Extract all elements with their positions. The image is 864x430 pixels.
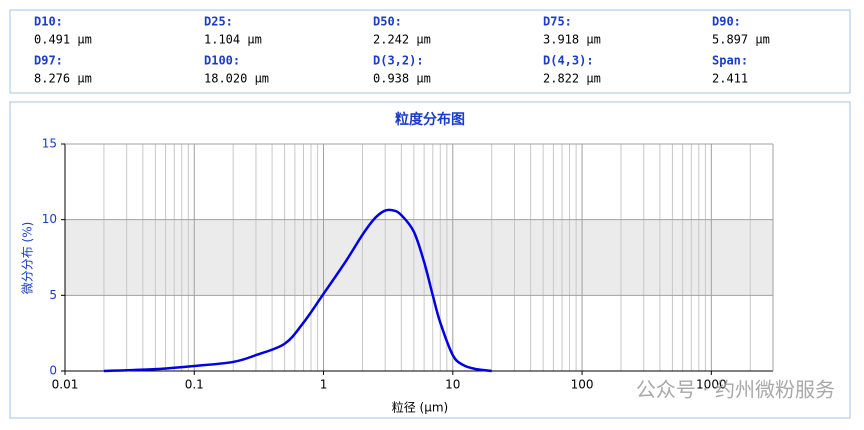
x-tick-label: 0.1 [185,378,204,392]
stat-label: D10: [34,15,63,29]
x-tick-label: 0.01 [52,378,79,392]
shaded-band [65,219,773,296]
stat-value: 18.020 μm [204,72,269,86]
stat-value: 0.491 μm [34,33,92,47]
stat-value: 2.242 μm [373,33,431,47]
stat-label: D(4,3): [543,54,594,68]
x-tick-label: 1000 [696,378,727,392]
stat-value: 8.276 μm [34,72,92,86]
stat-value: 1.104 μm [204,33,262,47]
y-axis-label: 微分分布 (%) [21,222,35,295]
x-tick-label: 1 [320,378,328,392]
stat-value: 2.822 μm [543,72,601,86]
y-tick-label: 5 [49,288,57,302]
stat-label: D90: [712,15,741,29]
stat-label: D50: [373,15,402,29]
stat-label: D(3,2): [373,54,424,68]
x-axis-label: 粒径 (μm) [392,400,449,415]
y-tick-label: 15 [42,137,57,151]
stat-label: Span: [712,54,748,68]
stat-value: 5.897 μm [712,33,770,47]
chart-title: 粒度分布图 [395,111,465,128]
y-tick-label: 10 [42,212,57,226]
stat-label: D97: [34,54,63,68]
stats-panel [9,9,851,94]
watermark: 公众号 · 约州微粉服务 [636,378,835,402]
distribution-curve [103,208,492,373]
stat-value: 0.938 μm [373,72,431,86]
stat-value: 2.411 [712,72,748,86]
y-tick-label: 0 [49,364,57,378]
stat-label: D25: [204,15,233,29]
stat-label: D100: [204,54,240,68]
stat-label: D75: [543,15,572,29]
x-tick-label: 100 [571,378,594,392]
x-tick-label: 10 [445,378,460,392]
stat-value: 3.918 μm [543,33,601,47]
